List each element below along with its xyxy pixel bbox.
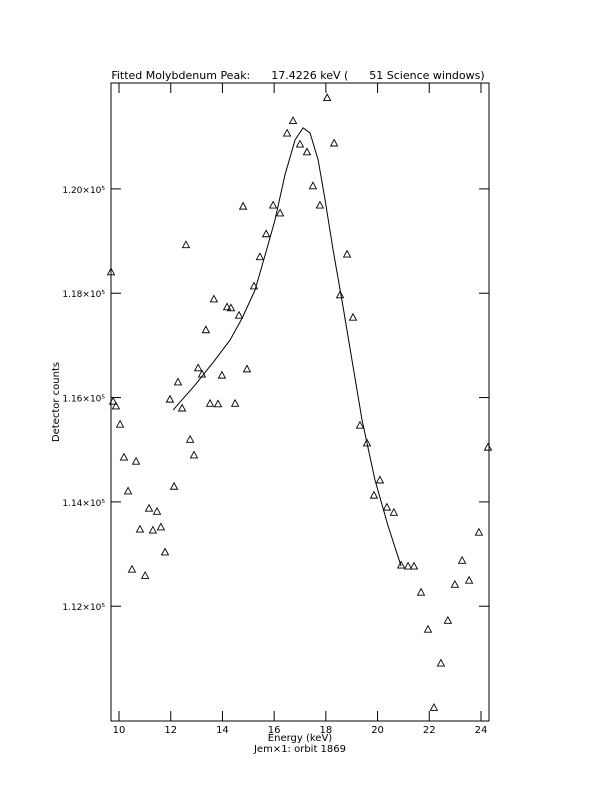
data-point [423,624,433,633]
data-point [308,181,318,190]
data-point [111,401,121,410]
y-tick-label: 1.14×10⁵ [62,499,105,509]
data-point [261,229,271,238]
y-tick-label: 1.12×10⁵ [62,603,105,613]
data-point [369,490,379,499]
data-point [443,615,453,624]
data-point [123,486,133,495]
data-point [464,575,474,584]
data-point [148,525,158,534]
data-point [189,450,199,459]
data-point [131,456,141,465]
data-point [115,419,125,428]
data-point [108,396,118,405]
x-axis-label: Energy (keV) [268,733,333,744]
data-point [152,506,162,515]
data-point [230,398,240,407]
chart-title: Fitted Molybdenum Peak: 17.4226 keV ( 51… [111,69,484,82]
data-point [295,139,305,148]
x-tick-label: 22 [423,725,436,736]
data-point [403,561,413,570]
data-point [140,571,150,579]
data-point [234,310,244,319]
y-tick-label: 1.20×10⁵ [62,186,105,196]
data-point [450,579,460,588]
data-point [288,116,298,125]
data-point [382,502,392,511]
data-point [173,377,183,386]
data-point [348,312,358,321]
data-point [135,524,145,533]
data-point [127,564,137,573]
data-point [389,507,399,516]
y-tick-label: 1.18×10⁵ [62,290,105,300]
data-point [201,325,211,334]
data-point [335,290,345,299]
data-point [226,303,236,312]
x-tick-label: 16 [268,725,281,736]
data-point [156,522,166,531]
data-point [416,587,426,596]
x-tick-label: 10 [113,725,126,736]
data-point [205,398,215,407]
data-point [429,702,439,711]
x-tick-label: 14 [216,725,229,736]
data-point [329,138,339,147]
data-point [362,438,372,447]
y-axis-label: Detector counts [51,362,62,442]
data-point [355,420,365,429]
data-point [275,208,285,217]
data-point [181,240,191,249]
data-point [106,267,116,276]
fit-line [172,127,402,567]
data-point [375,475,385,484]
data-point [238,201,248,210]
data-point [213,399,223,408]
data-point [249,281,259,290]
data-point [222,302,232,311]
x-tick-label: 24 [475,725,488,736]
data-point [177,403,187,412]
data-point [342,249,352,258]
data-point [209,294,219,303]
data-point [282,128,292,137]
data-point [193,363,203,372]
data-point [242,364,252,373]
data-point [169,481,179,490]
data-point [160,547,170,556]
data-point [396,560,406,569]
data-point [119,452,129,461]
data-point [436,658,446,667]
data-point [315,200,325,209]
data-point [409,561,419,570]
data-point [474,527,484,536]
data-point [217,370,227,379]
data-point [457,555,467,564]
data-point [185,434,195,443]
y-tick-label: 1.16×10⁵ [62,395,105,405]
data-point [268,200,278,209]
data-point [483,442,493,451]
data-point [144,503,154,512]
x-tick-label: 20 [371,725,384,736]
data-point [165,394,175,403]
data-point [302,147,312,156]
subtitle: Jem×1: orbit 1869 [253,744,346,755]
x-tick-label: 18 [319,725,332,736]
data-point [322,93,332,102]
data-point [255,252,265,261]
x-tick-label: 12 [164,725,177,736]
